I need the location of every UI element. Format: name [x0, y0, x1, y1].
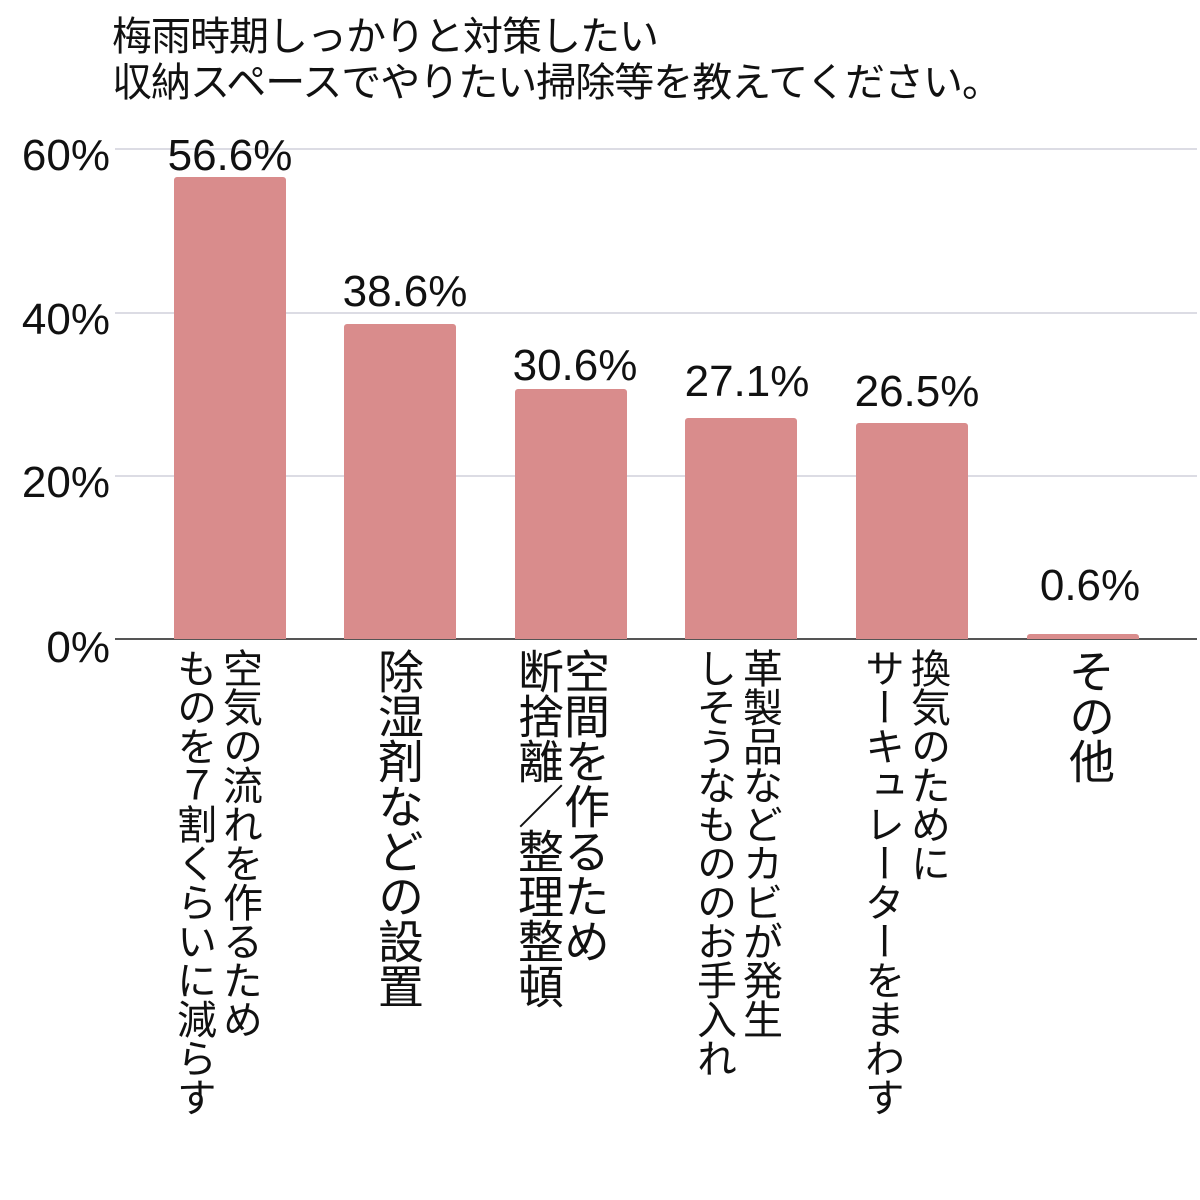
x-axis-line — [115, 638, 1197, 640]
value-label: 0.6% — [1039, 561, 1141, 610]
category-label: 換気のために サーキュレーターをまわす — [858, 648, 950, 1116]
gridline-40 — [115, 312, 1197, 314]
bar — [174, 176, 286, 639]
category-label: 空間を作るため 断捨離／整理整頓 — [511, 648, 611, 1008]
y-tick-0: 0% — [46, 623, 110, 672]
value-label: 26.5% — [854, 367, 980, 416]
value-label: 38.6% — [342, 267, 468, 316]
chart-title: 梅雨時期しっかりと対策したい 収納スペースでやりたい掃除等を教えてください。 — [112, 14, 1002, 106]
gridline-60 — [115, 148, 1197, 150]
y-tick-60: 60% — [21, 131, 110, 180]
value-label: 30.6% — [512, 341, 638, 390]
bar — [685, 417, 797, 639]
bar — [515, 389, 627, 639]
gridline-20 — [115, 475, 1197, 477]
bar — [344, 323, 456, 639]
y-tick-40: 40% — [21, 295, 110, 344]
category-label: 除湿剤などの設置 — [371, 648, 425, 1008]
value-label: 27.1% — [684, 357, 810, 406]
chart-title-line-1: 梅雨時期しっかりと対策したい — [112, 14, 659, 60]
y-tick-20: 20% — [21, 458, 110, 507]
chart-title-line-2: 収納スペースでやりたい掃除等を教えてください。 — [112, 60, 1002, 106]
category-label: 革製品などカビが発生 しそうなもののお手入れ — [690, 648, 782, 1077]
bar — [856, 422, 968, 639]
category-label: その他 — [1062, 648, 1116, 783]
category-label: 空気の流れを作るため ものを７割くらいに減らす — [170, 648, 262, 1116]
value-label: 56.6% — [167, 131, 293, 180]
bar — [1027, 634, 1139, 639]
